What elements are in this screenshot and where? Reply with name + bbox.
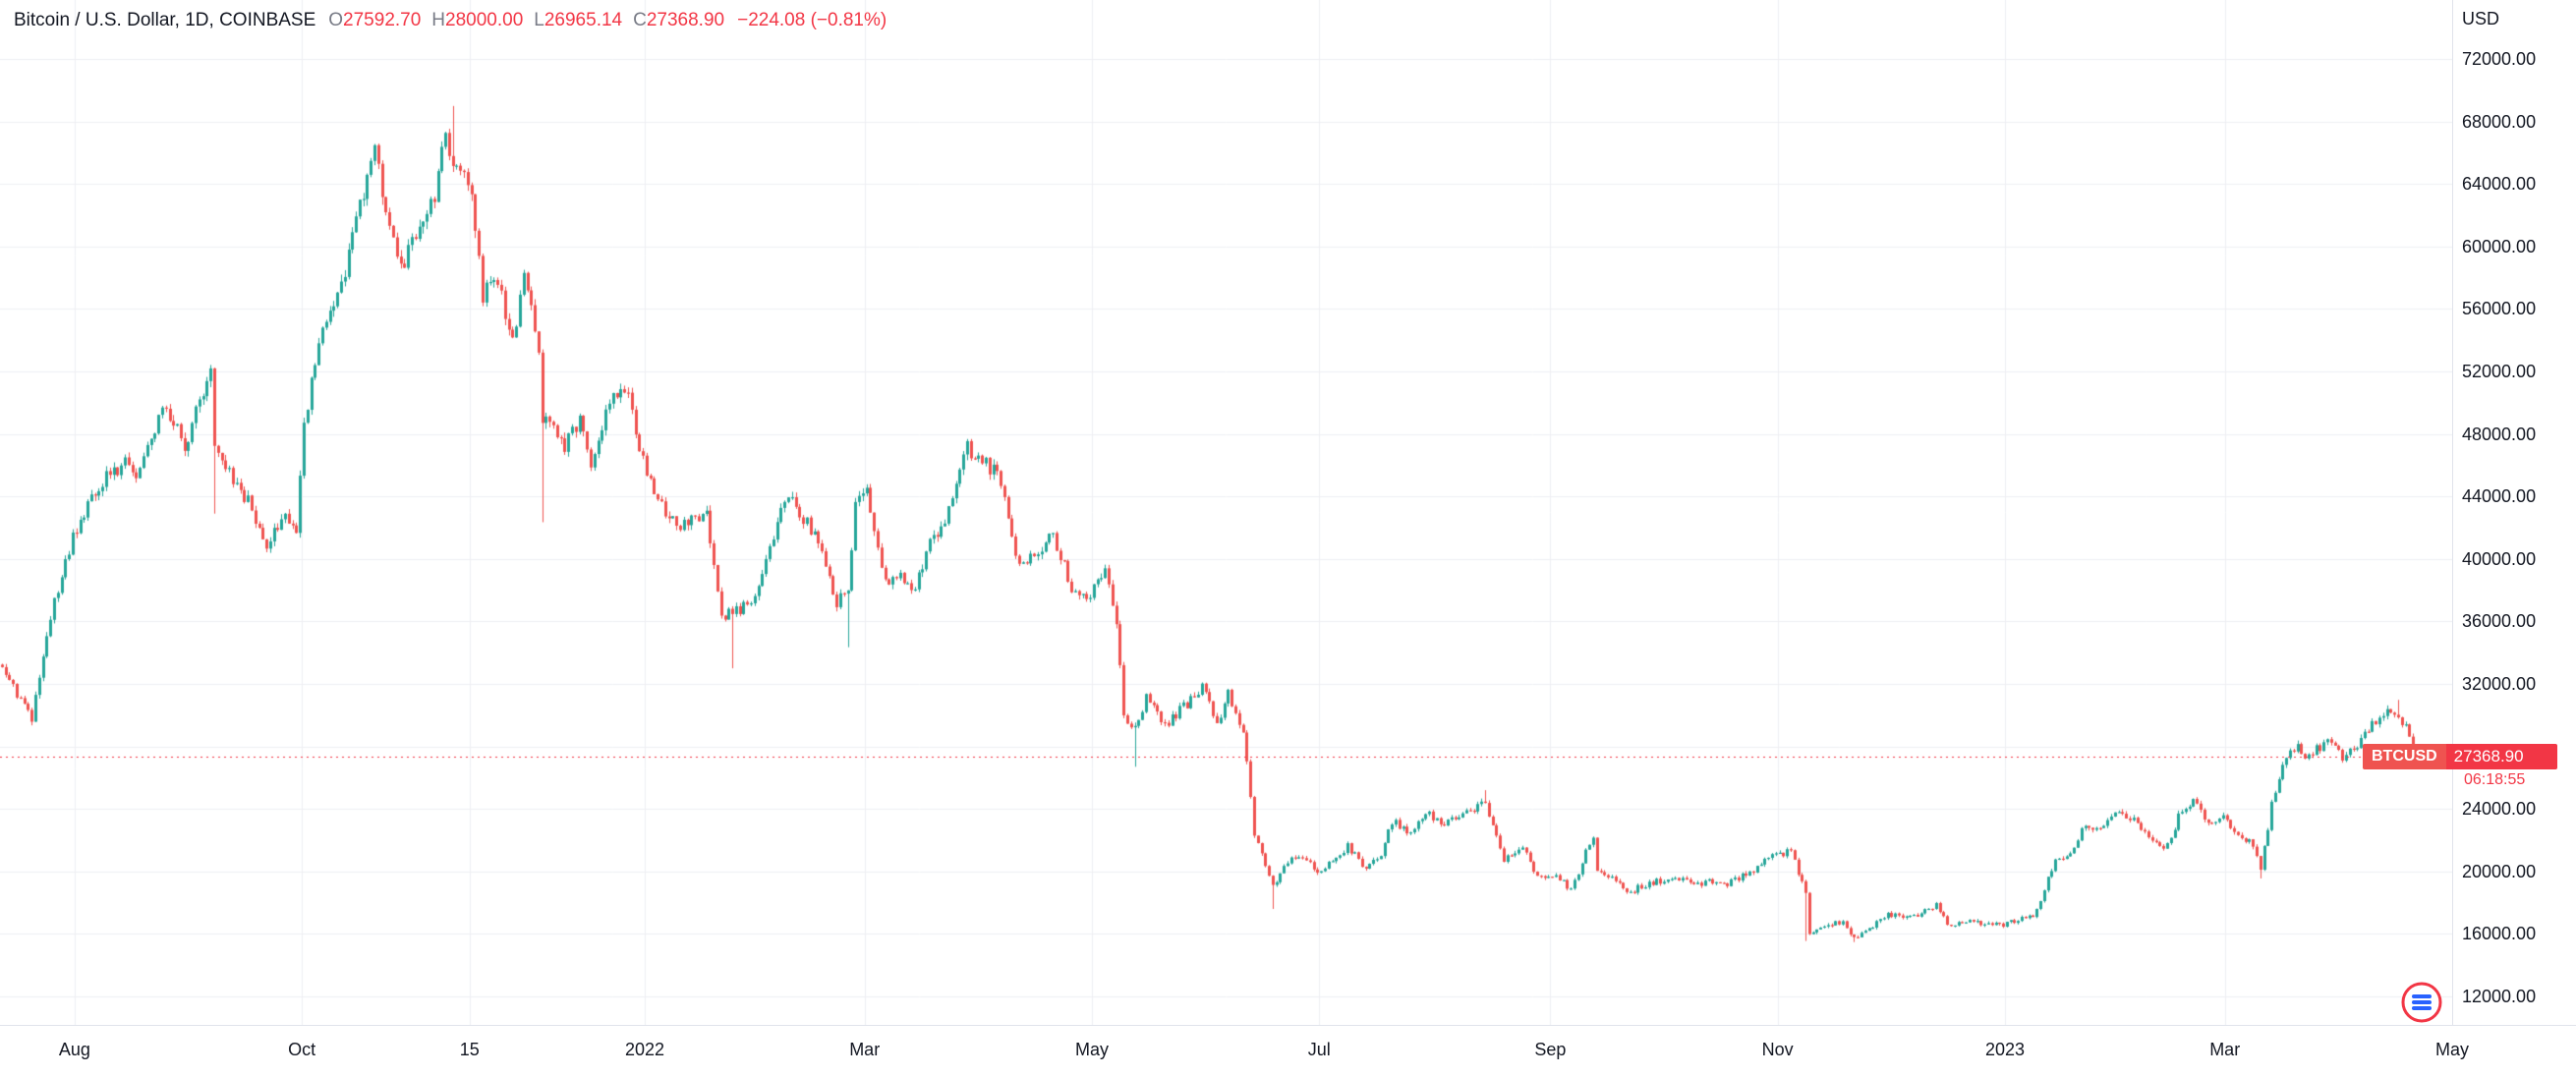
high-value: 28000.00	[445, 10, 524, 30]
time-tick-label: Aug	[58, 1040, 90, 1059]
price-tick-label: 56000.00	[2462, 299, 2537, 319]
price-tick-label: 16000.00	[2462, 924, 2537, 944]
high-pair: H 28000.00	[431, 10, 523, 31]
price-tick-label: 44000.00	[2462, 486, 2537, 507]
time-tick-label: Mar	[849, 1040, 881, 1059]
provider-logo-icon[interactable]	[2401, 982, 2442, 1023]
time-tick-label: May	[2434, 1040, 2470, 1059]
time-tick-label: Oct	[288, 1040, 316, 1059]
price-tick-label: 24000.00	[2462, 799, 2537, 820]
open-pair: O 27592.70	[328, 10, 421, 31]
price-tick-label: 36000.00	[2462, 611, 2537, 632]
price-axis[interactable]: USD 72000.00 68000.00 64000.00 60000.00 5600…	[2452, 0, 2576, 1025]
time-axis[interactable]: Aug Oct 15 2022 Mar May Jul Sep Nov 2023 Mar May	[0, 1025, 2576, 1077]
high-label: H	[431, 10, 446, 30]
time-tick-label: Sep	[1534, 1040, 1567, 1059]
chart-legend: Bitcoin / U.S. Dollar, 1D, COINBASE O 275…	[14, 10, 887, 31]
close-pair: C 27368.90	[633, 10, 724, 31]
price-tag-value: 27368.90	[2445, 743, 2557, 769]
time-tick-label: 2023	[1984, 1040, 2026, 1059]
low-value: 26965.14	[544, 10, 623, 30]
low-label: L	[534, 10, 544, 30]
time-tick-label: Mar	[2209, 1040, 2241, 1059]
symbol-title[interactable]: Bitcoin / U.S. Dollar, 1D, COINBASE	[14, 10, 316, 30]
price-tick-label: 32000.00	[2462, 674, 2537, 694]
low-pair: L 26965.14	[534, 10, 622, 31]
candlestick-chart-pane[interactable]	[0, 0, 2452, 1025]
time-tick-label: 15	[459, 1040, 480, 1059]
close-value: 27368.90	[646, 10, 725, 30]
open-label: O	[328, 10, 344, 30]
price-tick-label: 68000.00	[2462, 111, 2537, 132]
price-tick-label: 64000.00	[2462, 174, 2537, 195]
time-tick-label: Nov	[1761, 1040, 1794, 1059]
price-tick-label: 12000.00	[2462, 987, 2537, 1006]
close-label: C	[633, 10, 647, 30]
price-tick-label: 20000.00	[2462, 861, 2537, 881]
price-tick-label: 60000.00	[2462, 236, 2537, 256]
time-tick-label: 2022	[624, 1040, 664, 1059]
price-tick-label: 48000.00	[2462, 424, 2537, 444]
bar-close-countdown: 06:18:55	[2460, 768, 2530, 791]
price-tick-label: 40000.00	[2462, 548, 2537, 569]
currency-label: USD	[2462, 9, 2500, 28]
price-change: −224.08 (−0.81%)	[737, 10, 887, 30]
price-tick-label: 72000.00	[2462, 49, 2537, 69]
ohlc-values: O 27592.70 H 28000.00 L 26965.14 C 27368.90	[328, 10, 724, 31]
open-value: 27592.70	[343, 10, 422, 30]
time-tick-label: May	[1074, 1040, 1109, 1059]
current-price-label: BTCUSD 27368.90	[2363, 743, 2557, 769]
price-tag-symbol: BTCUSD	[2363, 743, 2446, 769]
price-tick-label: 52000.00	[2462, 362, 2537, 381]
time-tick-label: Jul	[1307, 1040, 1331, 1059]
